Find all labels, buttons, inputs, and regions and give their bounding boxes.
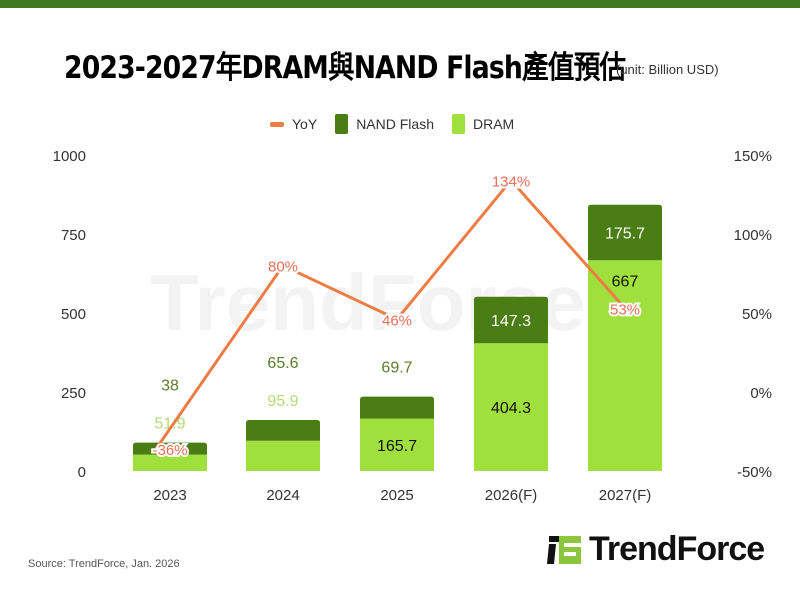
data-label-nand: 65.6 xyxy=(267,355,298,372)
x-tick-label: 2027(F) xyxy=(599,487,652,504)
data-label-yoy: 134% xyxy=(492,173,530,190)
y2-tick-label: 50% xyxy=(742,306,772,323)
data-label-yoy: 46% xyxy=(382,312,412,329)
chart-title: 2023-2027年DRAM與NAND Flash產值預估 xyxy=(64,50,626,86)
source-note: Source: TrendForce, Jan. 2026 xyxy=(28,558,180,570)
y-tick-label: 750 xyxy=(61,227,86,244)
bar-nand xyxy=(588,204,662,261)
trendforce-logo-text: TrendForce xyxy=(589,530,765,568)
bar-dram xyxy=(588,260,662,471)
y2-tick-label: 100% xyxy=(734,227,772,244)
y2-tick-label: -50% xyxy=(737,464,772,481)
y-tick-label: 0 xyxy=(78,464,86,481)
legend-item-yoy: YoY xyxy=(270,116,317,132)
data-label-dram: 667 xyxy=(612,274,639,291)
yoy-line xyxy=(154,177,627,450)
legend-swatch-yoy xyxy=(270,121,284,127)
bar-nand xyxy=(360,396,434,419)
data-label-nand: 175.7 xyxy=(605,225,645,242)
y2-tick-label: 150% xyxy=(734,148,772,165)
data-label-yoy: 53% xyxy=(610,301,640,318)
y2-tick-label: 0% xyxy=(750,385,772,402)
x-tick-label: 2026(F) xyxy=(485,487,538,504)
top-bar xyxy=(0,0,800,8)
bar-dram xyxy=(246,440,320,471)
y-tick-label: 1000 xyxy=(53,148,86,165)
bar-nand xyxy=(246,419,320,441)
data-label-nand: 69.7 xyxy=(381,360,412,377)
data-label-yoy: 80% xyxy=(268,259,298,276)
data-label-nand: 38 xyxy=(161,378,179,395)
x-tick-label: 2024 xyxy=(266,487,299,504)
legend-label-yoy: YoY xyxy=(292,116,318,132)
legend: YoY NAND Flash DRAM xyxy=(270,114,514,134)
data-label-dram: 165.7 xyxy=(377,438,417,455)
trendforce-logo: TrendForce xyxy=(547,530,765,569)
legend-swatch-nand xyxy=(335,114,349,134)
x-tick-label: 2023 xyxy=(153,487,186,504)
data-label-dram: 404.3 xyxy=(491,400,531,417)
bar-nand xyxy=(474,296,548,344)
y-tick-label: 250 xyxy=(61,385,86,402)
legend-swatch-dram xyxy=(451,114,465,134)
chart-unit: (unit: Billion USD) xyxy=(616,62,719,77)
y-tick-label: 500 xyxy=(61,306,86,323)
data-label-nand: 147.3 xyxy=(491,313,531,330)
data-label-yoy: -36% xyxy=(152,442,187,459)
bar-dram xyxy=(474,343,548,471)
legend-label-nand: NAND Flash xyxy=(356,116,434,132)
legend-item-dram: DRAM xyxy=(451,114,515,134)
legend-label-dram: DRAM xyxy=(472,116,515,132)
data-label-dram: 95.9 xyxy=(267,393,298,410)
bar-dram xyxy=(360,418,434,471)
bar-dram xyxy=(133,454,207,471)
bar-nand xyxy=(133,442,207,455)
legend-item-nand: NAND Flash xyxy=(335,114,434,134)
trendforce-logo-icon xyxy=(547,535,581,564)
x-tick-label: 2025 xyxy=(380,487,413,504)
